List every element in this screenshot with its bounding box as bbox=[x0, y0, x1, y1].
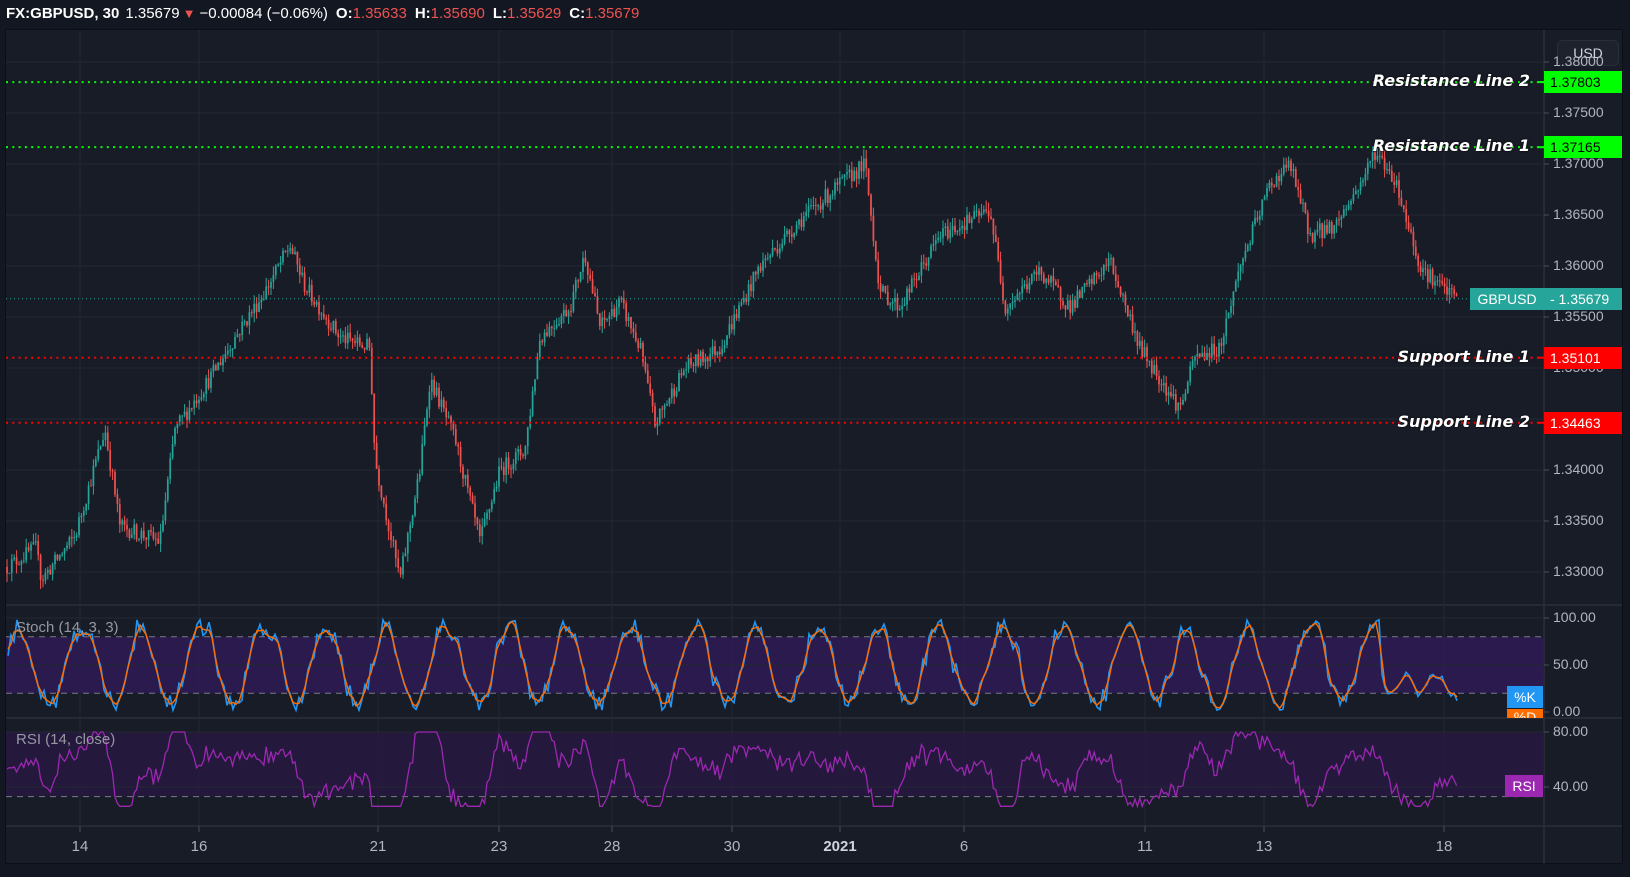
low-value: 1.35629 bbox=[507, 4, 562, 22]
price-tick: 1.35500 bbox=[1553, 308, 1604, 324]
time-label: 14 bbox=[71, 838, 89, 855]
symbol-info-bar: FX:GBPUSD, 30 1.35679 ▼ −0.00084 (−0.06%… bbox=[0, 0, 1630, 26]
time-label: 23 bbox=[490, 838, 508, 855]
time-label: 13 bbox=[1255, 838, 1273, 855]
indicator-tick: 0.00 bbox=[1553, 703, 1581, 719]
price-change: −0.00084 (−0.06%) bbox=[199, 4, 328, 22]
close-key: C: bbox=[569, 4, 586, 22]
symbol-title[interactable]: FX:GBPUSD, 30 bbox=[6, 4, 120, 22]
chart-frame bbox=[5, 29, 1623, 864]
rsi-tag: RSI bbox=[1505, 775, 1543, 797]
stoch-pane-title[interactable]: Stoch (14, 3, 3) bbox=[16, 619, 119, 636]
time-label: 2021 bbox=[823, 838, 857, 855]
price-tick: 1.38000 bbox=[1553, 53, 1604, 69]
price-tick: 1.36000 bbox=[1553, 257, 1604, 273]
time-label: 11 bbox=[1137, 838, 1153, 855]
price-tick: 1.33500 bbox=[1553, 512, 1604, 528]
symbol-price-tag: GBPUSD bbox=[1470, 287, 1544, 310]
price-tick: 1.34000 bbox=[1553, 461, 1604, 477]
high-value: 1.35690 bbox=[430, 4, 485, 22]
price-tick: 1.37500 bbox=[1553, 104, 1604, 120]
price-tag-support-line-1: 1.35101 bbox=[1544, 346, 1622, 369]
last-price-tag: - 1.35679 bbox=[1544, 287, 1622, 310]
price-tag-support-line-2: 1.34463 bbox=[1544, 411, 1622, 434]
line-label-support-line-2[interactable]: Support Line 2 bbox=[1397, 411, 1530, 431]
price-tick: 1.36500 bbox=[1553, 206, 1604, 222]
time-label: 16 bbox=[190, 838, 208, 855]
line-label-resistance-line-2[interactable]: Resistance Line 2 bbox=[1372, 71, 1530, 91]
open-key: O: bbox=[335, 4, 353, 22]
open-value: 1.35633 bbox=[352, 4, 407, 22]
price-tag-resistance-line-1: 1.37165 bbox=[1544, 136, 1622, 159]
close-value: 1.35679 bbox=[585, 4, 640, 22]
time-label: 18 bbox=[1435, 838, 1453, 855]
price-tick: 1.33000 bbox=[1553, 563, 1604, 579]
triangle-down-icon: ▼ bbox=[182, 5, 196, 21]
stoch-k-tag: %K bbox=[1507, 686, 1543, 708]
time-label: 21 bbox=[369, 838, 387, 855]
high-key: H: bbox=[414, 4, 431, 22]
candles bbox=[6, 146, 1458, 590]
indicator-tick: 100.00 bbox=[1553, 609, 1596, 625]
low-key: L: bbox=[492, 4, 508, 22]
indicator-tick: 50.00 bbox=[1553, 656, 1589, 672]
price-tag-resistance-line-2: 1.37803 bbox=[1544, 71, 1622, 94]
time-label: 6 bbox=[959, 838, 969, 855]
price-tick: 1.37000 bbox=[1553, 155, 1604, 171]
indicator-tick: 80.00 bbox=[1553, 723, 1589, 739]
last-price: 1.35679 bbox=[125, 4, 180, 22]
time-label: 28 bbox=[603, 838, 621, 855]
rsi-pane-title[interactable]: RSI (14, close) bbox=[16, 731, 116, 748]
stoch-d-tag: %D bbox=[1507, 709, 1543, 718]
currency-button[interactable]: USD bbox=[1557, 40, 1619, 66]
line-label-support-line-1[interactable]: Support Line 1 bbox=[1397, 346, 1530, 366]
indicator-tick: 40.00 bbox=[1553, 778, 1589, 794]
time-label: 30 bbox=[723, 838, 741, 855]
line-label-resistance-line-1[interactable]: Resistance Line 1 bbox=[1372, 136, 1530, 156]
